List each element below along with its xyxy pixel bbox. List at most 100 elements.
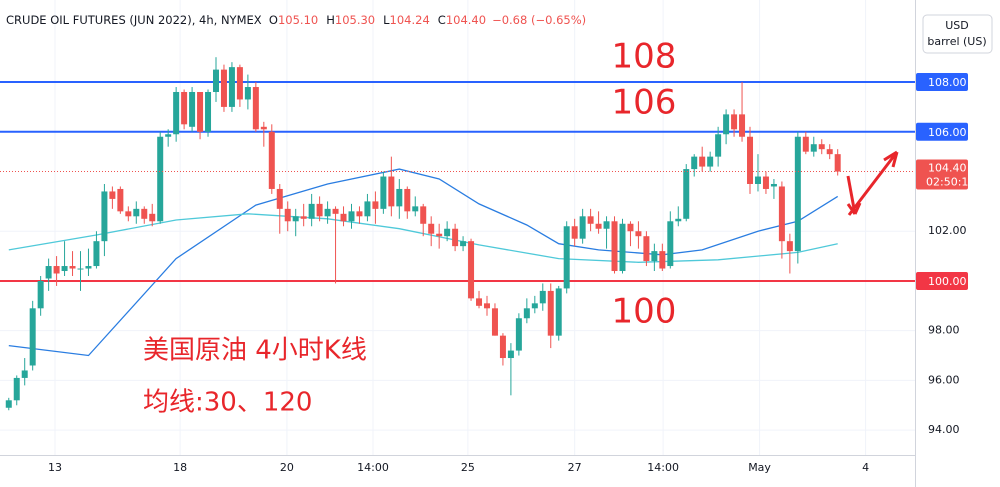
candle-body [491, 308, 498, 336]
moving-average [8, 168, 839, 357]
candle-body [53, 266, 60, 274]
candle-body [762, 176, 769, 189]
candle-body [627, 223, 634, 232]
field-value: 104.40 [446, 13, 486, 27]
candle-body [515, 318, 522, 351]
candle-body [348, 211, 355, 222]
candle-body [739, 114, 746, 137]
candle-body [523, 308, 530, 319]
header: CRUDE OIL FUTURES (JUN 2022), 4h, NYMEX O… [6, 13, 586, 27]
x-tick-label: 13 [48, 461, 62, 474]
candle-body [165, 134, 172, 137]
candle-body [635, 231, 642, 237]
candle-body [420, 206, 427, 224]
price-tag [916, 159, 968, 190]
candle-body [316, 203, 323, 217]
candle-body [699, 156, 706, 167]
candle-body [396, 188, 403, 207]
currency: USD [945, 19, 969, 32]
candle-body [149, 213, 156, 222]
candle-body [826, 149, 833, 155]
candle-body [45, 266, 52, 279]
unit-box[interactable] [922, 14, 993, 54]
candle-body [818, 144, 825, 150]
x-tick-label: 14:00 [357, 461, 389, 474]
grid [0, 0, 915, 455]
candle-body [61, 266, 68, 272]
candle-body [436, 233, 443, 237]
candle-body [252, 87, 259, 130]
candle-body [69, 266, 76, 269]
candle-body [444, 228, 451, 237]
candle-body [539, 290, 546, 304]
candle-body [85, 266, 92, 269]
candle-body [244, 87, 251, 100]
candle-body [499, 335, 506, 359]
annotation: 106 [612, 83, 677, 123]
candle-body [675, 218, 682, 222]
price-tag-label: 104.40 [928, 162, 967, 175]
candle-body [643, 236, 650, 262]
field-key: C [438, 13, 446, 27]
candle-body [555, 288, 562, 336]
candle-body [715, 134, 722, 157]
candle-body [284, 208, 291, 222]
candle-body [404, 188, 411, 212]
candle-body [37, 280, 44, 309]
candle-body [723, 114, 730, 135]
candle-body [181, 91, 188, 125]
candle-body [220, 69, 227, 107]
x-tick-label: 27 [568, 461, 582, 474]
candle-body [794, 136, 801, 252]
x-tick-label: 25 [461, 461, 475, 474]
x-tick-label: 18 [173, 461, 187, 474]
y-tick-label: 96.00 [928, 373, 960, 386]
candle-body [603, 221, 610, 229]
candle-body [452, 228, 459, 247]
annotation: 美国原油 4小时K线 [143, 336, 367, 366]
candle-body [683, 169, 690, 219]
candle-body [308, 203, 315, 219]
candle-body [571, 226, 578, 239]
candle-body [236, 67, 243, 100]
candle-body [563, 226, 570, 289]
x-tick-label: 14:00 [647, 461, 679, 474]
candle-body [109, 191, 116, 199]
candle-body [834, 154, 841, 172]
candle-body [141, 208, 148, 219]
arrow-up [847, 150, 899, 216]
candle-body [21, 370, 28, 378]
candle-body [619, 223, 626, 272]
candle-body [380, 176, 387, 209]
annotation: 100 [612, 292, 677, 332]
candle-body [651, 251, 658, 262]
candle-body [707, 156, 714, 167]
candle-body [276, 188, 283, 209]
candle-body [770, 183, 777, 187]
unit: barrel (US) [927, 35, 986, 48]
level-tag-label: 100.00 [928, 275, 967, 288]
candle-body [117, 188, 124, 212]
candle-body [189, 91, 196, 127]
candle-body [802, 136, 809, 152]
candle-body [133, 208, 140, 217]
candle-body [260, 126, 267, 130]
y-tick-label: 102.00 [928, 224, 967, 237]
candle-body [428, 223, 435, 234]
y-tick-label: 98.00 [928, 324, 960, 337]
candle-body [205, 91, 212, 132]
x-tick-label: 20 [280, 461, 294, 474]
candle-body [611, 221, 618, 272]
candle-body [300, 216, 307, 219]
field-key: O [269, 13, 278, 27]
level-tag [916, 122, 968, 141]
field-value: 104.24 [390, 13, 430, 27]
annotation: 108 [612, 37, 677, 77]
change: −0.68 (−0.65%) [492, 13, 586, 27]
candle-body [595, 223, 602, 229]
candle-body [77, 268, 84, 270]
candle-body [332, 208, 339, 214]
candle-body [372, 201, 379, 209]
level-tag [916, 73, 968, 92]
